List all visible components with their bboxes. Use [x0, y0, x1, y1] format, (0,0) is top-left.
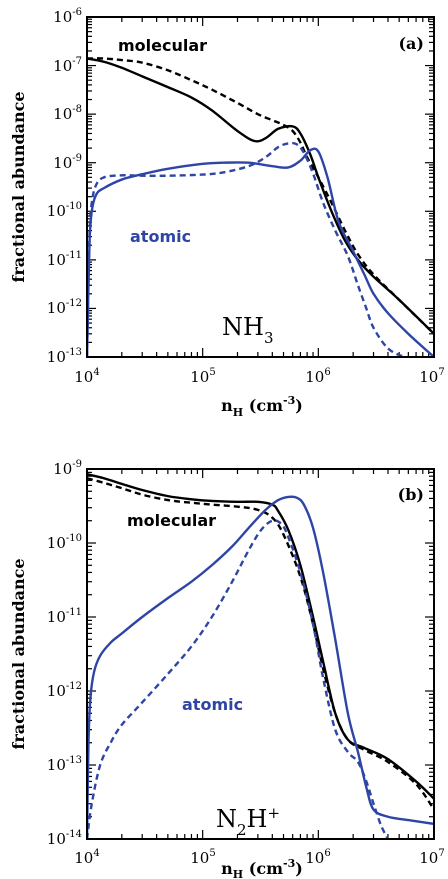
molecular-dashed-series-line [87, 57, 434, 335]
panel-b-ytick-label: 10-12 [47, 681, 82, 700]
panel-b-xtick-label: 107 [419, 848, 444, 867]
panel-a-tag: (a) [398, 34, 424, 53]
panel-a-ytick-label: 10-7 [53, 56, 82, 75]
panel-a-ytick-label: 10-6 [53, 7, 82, 26]
chart-panel-b: 10-14 10-13 10-12 10-11 10-10 10-9 104 1… [9, 459, 445, 879]
atomic-dashed-series-line [87, 141, 405, 357]
panel-b-molecular-label: molecular [127, 511, 216, 530]
molecular-dashed-series-line [87, 477, 434, 811]
panel-a-xtick-label: 107 [419, 367, 444, 386]
panel-a-xtick-label: 106 [305, 367, 330, 386]
panel-b-xtick-label: 104 [74, 848, 99, 867]
atomic-dashed-series-line [87, 519, 390, 839]
panel-b-xtick-label: 105 [190, 848, 215, 867]
panel-a-molecular-label: molecular [118, 36, 207, 55]
panel-b-species-label: N2H+ [216, 804, 280, 839]
atomic-solid-series-line [87, 147, 434, 357]
panel-b-ytick-label: 10-10 [47, 533, 82, 552]
panel-a-xtick-label: 104 [74, 367, 99, 386]
panel-b-xtick-label: 106 [305, 848, 330, 867]
panel-b-tag: (b) [398, 485, 424, 504]
panel-a-species-label: NH3 [222, 313, 273, 347]
panel-a-ytick-label: 10-9 [53, 153, 82, 172]
molecular-solid-series-line [87, 57, 434, 335]
panel-b-ytick-label: 10-13 [47, 755, 82, 774]
panel-b-atomic-label: atomic [182, 695, 243, 714]
panel-b-ytick-label: 10-9 [53, 459, 82, 478]
panel-a-ytick-label: 10-12 [47, 298, 82, 317]
molecular-solid-series-line [87, 473, 434, 800]
panel-a-ytick-label: 10-8 [53, 104, 82, 123]
panel-b-x-axis-title: nH (cm-3) [221, 857, 303, 879]
panel-b-series [87, 473, 434, 839]
panel-a-ytick-label: 10-13 [47, 347, 82, 366]
panel-a-y-axis-title: fractional abundance [9, 91, 28, 282]
panel-b-y-axis-title: fractional abundance [9, 558, 28, 749]
panel-a-series [87, 57, 434, 357]
panel-b-ytick-label: 10-14 [47, 829, 82, 848]
chart-panel-a: 10-13 10-12 10-11 10-10 10-9 10-8 10-7 1… [9, 7, 445, 419]
atomic-solid-series-line [87, 495, 434, 839]
panel-b-frame [86, 468, 435, 840]
panel-a-xtick-label: 105 [190, 367, 215, 386]
panel-a-atomic-label: atomic [130, 227, 191, 246]
panel-a-frame [86, 16, 435, 358]
panel-b-ytick-label: 10-11 [47, 607, 82, 626]
panel-a-x-axis-title: nH (cm-3) [221, 394, 303, 419]
panel-a-ytick-label: 10-11 [47, 250, 82, 269]
panel-a-ytick-label: 10-10 [47, 201, 82, 220]
